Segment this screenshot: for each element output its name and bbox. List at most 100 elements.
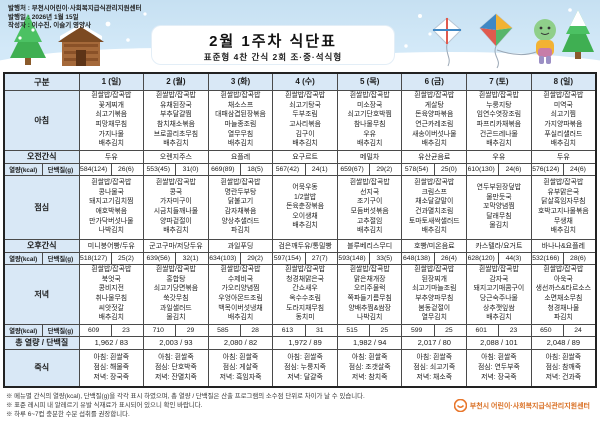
pm-snack-cell: 과일푸딩 xyxy=(207,238,274,253)
protein-value: 26(4) xyxy=(433,251,468,265)
house-icon xyxy=(58,24,104,66)
energy-value: 669(89) xyxy=(207,162,242,176)
porridge-cell: 아침: 흰쌀죽 점심: 단호박죽 저녁: 잔멸치죽 xyxy=(143,348,209,388)
lunch-cell: 흰쌀밥/잡곡밥 선지국 조기구이 모듬버섯볶음 고추절임 배추김치 xyxy=(336,174,403,240)
am-snack-cell: 오렌지주스 xyxy=(143,149,209,164)
energy-value: 628(120) xyxy=(466,251,500,265)
energy-value: 584(124) xyxy=(78,162,112,176)
footer-logo: 부천시 어린이·사회복지급식관리지원센터 xyxy=(453,399,590,412)
row-label-pm-snack: 오후간식 xyxy=(3,238,80,253)
porridge-cell: 아침: 흰쌀죽 점심: 게살죽 저녁: 흑임자죽 xyxy=(207,348,274,388)
energy-value: 593(148) xyxy=(336,251,371,265)
tree-icon xyxy=(562,10,594,59)
energy-value: 597(154) xyxy=(272,251,306,265)
row-label-protein: 단백질(g) xyxy=(41,162,80,176)
page-title: 2월 1주차 식단표 xyxy=(209,33,337,50)
energy-value: 613 xyxy=(272,323,306,337)
row-label-protein: 단백질(g) xyxy=(41,251,80,265)
breakfast-cell: 흰쌀밥/잡곡밥 쇠고기탕국 두부조림 고사리볶음 김구이 배추김치 xyxy=(272,89,338,151)
footnote-line: ※ 표준 레시피 내 알레르기 유발 식재료가 표시되어 있으니 확인 바랍니다… xyxy=(6,402,203,409)
energy-value: 710 xyxy=(143,323,177,337)
row-label-total: 총 열량 / 단백질 xyxy=(3,335,80,350)
protein-value: 25 xyxy=(433,323,468,337)
lunch-cell: 연두부된장덮밥 물만둣국 꼬막양념찜 달래무침 물김치 xyxy=(466,174,532,240)
protein-value: 32(1) xyxy=(175,251,209,265)
energy-value: 648(138) xyxy=(401,251,435,265)
row-label-am-snack: 오전간식 xyxy=(3,149,80,164)
day-header: 5 (목) xyxy=(336,72,403,91)
day-header: 7 (토) xyxy=(466,72,532,91)
energy-value: 610(130) xyxy=(466,162,500,176)
lunch-cell: 흰쌀밥/잡곡밥 명란두부탕 닭불고기 감자채볶음 양상추샐러드 파김치 xyxy=(207,174,274,240)
day-header: 2 (월) xyxy=(143,72,209,91)
protein-value: 23 xyxy=(110,323,145,337)
lunch-cell: 흰쌀밥/잡곡밥 콩나물국 돼지고기김치찜 애호박볶음 만가닥버섯나물 나박김치 xyxy=(78,174,145,240)
protein-value: 23 xyxy=(498,323,532,337)
breakfast-cell: 흰쌀밥/잡곡밥 게살탕 돈육양파볶음 연근카레조림 새송이버섯나물 배추김치 xyxy=(401,89,468,151)
character-icon xyxy=(534,19,556,64)
protein-value: 25 xyxy=(369,323,403,337)
energy-value: 599 xyxy=(401,323,435,337)
protein-value: 24 xyxy=(562,323,597,337)
dinner-cell: 흰쌀밥/잡곡밥 홍합탕 쇠고기당면볶음 쑥갓무침 과일샐러드 물김치 xyxy=(143,263,209,325)
title-box: 2월 1주차 식단표 표준형 4찬 간식 2회 조·중·석식형 xyxy=(152,26,394,64)
day-header: 8 (일) xyxy=(530,72,597,91)
porridge-cell: 아침: 흰쌀죽 점심: 연두부죽 저녁: 장국죽 xyxy=(466,348,532,388)
porridge-cell: 아침: 흰쌀죽 점심: 참깨죽 저녁: 건과죽 xyxy=(530,348,597,388)
row-label-protein: 단백질(g) xyxy=(41,323,80,337)
protein-value: 24(6) xyxy=(562,162,597,176)
am-snack-cell: 두유 xyxy=(78,149,145,164)
breakfast-cell: 흰쌀밥/잡곡밥 미역국 쇠고기찜 가지양파볶음 푸실리샐러드 배추김치 xyxy=(530,89,597,151)
lunch-cell: 흰쌀밥/잡곡밥 크림스프 채소달걀말이 건과멸치조림 토마토새싹샐러드 배추김치 xyxy=(401,174,468,240)
protein-value: 29(2) xyxy=(239,251,274,265)
energy-value: 532(166) xyxy=(530,251,564,265)
total-cell: 1,972 / 89 xyxy=(272,335,338,350)
header-decorations xyxy=(10,8,594,69)
protein-value: 28 xyxy=(239,323,274,337)
lunch-cell: 흰쌀밥/잡곡밥 콩국 가자미구이 시금치들깨나물 양파겉절이 배추김치 xyxy=(143,174,209,240)
tree-icon xyxy=(10,14,46,65)
dinner-cell: 흰쌀밥/잡곡밥 감자국 돼지고기매콤구이 당근숙주나물 상추깻잎쌈 배추김치 xyxy=(466,263,532,325)
publisher-line: 발행처 : 부천시어린이·사회복지급식관리지원센터 xyxy=(8,5,142,12)
row-label-energy: 열량(kcal) xyxy=(3,162,43,176)
logo-smile-icon xyxy=(453,399,467,412)
protein-value: 29 xyxy=(175,323,209,337)
porridge-cell: 아침: 흰쌀죽 점심: 조갯살죽 저녁: 참치죽 xyxy=(336,348,403,388)
issue-date-line: 발행일 : 2026년 1월 15일 xyxy=(8,13,79,21)
row-label-dinner: 저녁 xyxy=(3,263,80,325)
corner-header: 구분 xyxy=(3,72,80,91)
kite-icon xyxy=(432,13,537,69)
row-label-lunch: 점심 xyxy=(3,174,80,240)
energy-value: 578(54) xyxy=(401,162,435,176)
am-snack-cell: 메밀차 xyxy=(336,149,403,164)
protein-value: 26(6) xyxy=(110,162,145,176)
am-snack-cell: 요구르트 xyxy=(272,149,338,164)
energy-value: 576(124) xyxy=(530,162,564,176)
publisher-info: 발행처 : 부천시어린이·사회복지급식관리지원센터 발행일 : 2026년 1월… xyxy=(8,5,142,31)
footnote-line: ※ 하루 6~7컵 충분한 수분 섭취를 권장합니다. xyxy=(6,411,130,418)
energy-value: 518(127) xyxy=(78,251,112,265)
row-label-porridge: 죽식 xyxy=(3,348,80,388)
energy-value: 609 xyxy=(78,323,112,337)
total-cell: 2,048 / 89 xyxy=(530,335,597,350)
protein-value: 28(6) xyxy=(562,251,597,265)
author-line: 작성자 : 이수진, 이슬기 영양사 xyxy=(8,22,91,29)
pm-snack-cell: 군고구마/저당두유 xyxy=(143,238,209,253)
lunch-cell: 어묵우동 1/2쌀밥 돈육춘장볶음 오이생채 배추김치 xyxy=(272,174,338,240)
porridge-cell: 아침: 흰쌀죽 점심: 누룽지죽 저녁: 달걀죽 xyxy=(272,348,338,388)
day-header: 4 (수) xyxy=(272,72,338,91)
protein-value: 44(3) xyxy=(498,251,532,265)
energy-value: 515 xyxy=(336,323,371,337)
energy-value: 553(45) xyxy=(143,162,177,176)
row-label-breakfast: 아침 xyxy=(3,89,80,151)
energy-value: 650 xyxy=(530,323,564,337)
pm-snack-cell: 카스텔라/요거트 xyxy=(466,238,532,253)
protein-value: 31(0) xyxy=(175,162,209,176)
page-subtitle: 표준형 4찬 간식 2회 조·중·석식형 xyxy=(203,52,343,62)
energy-value: 639(56) xyxy=(143,251,177,265)
pm-snack-cell: 미니붕어빵/두유 xyxy=(78,238,145,253)
day-header: 1 (일) xyxy=(78,72,145,91)
total-cell: 2,017 / 80 xyxy=(401,335,468,350)
total-cell: 2,080 / 82 xyxy=(207,335,274,350)
